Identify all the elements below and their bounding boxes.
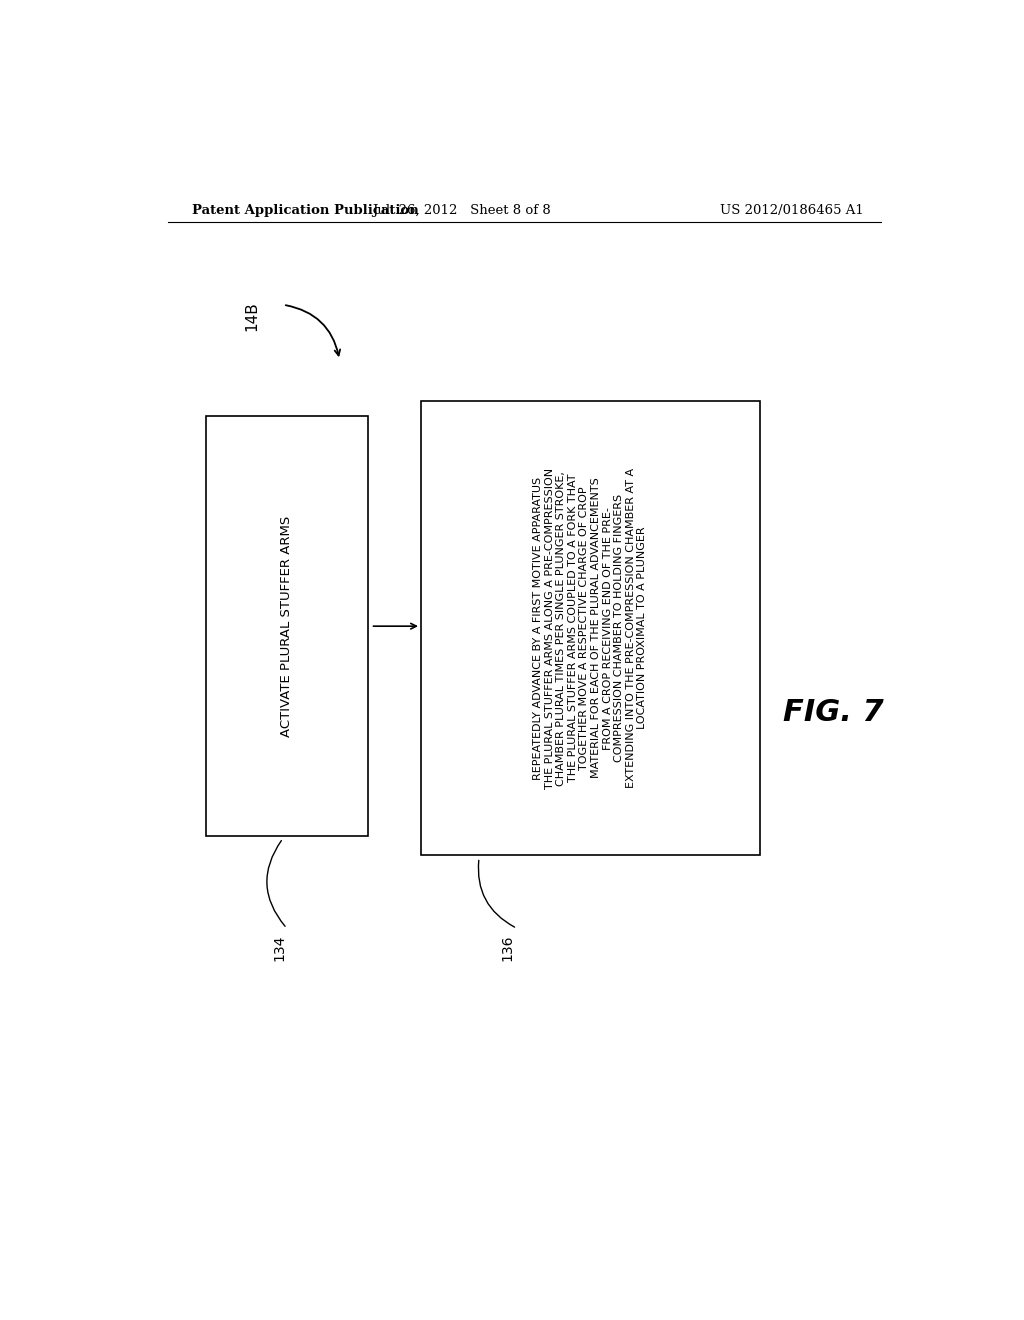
Text: Patent Application Publication: Patent Application Publication xyxy=(191,205,418,218)
Text: FIG. 7: FIG. 7 xyxy=(783,698,884,727)
Text: ACTIVATE PLURAL STUFFER ARMS: ACTIVATE PLURAL STUFFER ARMS xyxy=(281,516,293,737)
Text: 134: 134 xyxy=(272,935,286,961)
Text: Jul. 26, 2012   Sheet 8 of 8: Jul. 26, 2012 Sheet 8 of 8 xyxy=(372,205,551,218)
Text: US 2012/0186465 A1: US 2012/0186465 A1 xyxy=(721,205,864,218)
Bar xyxy=(421,401,760,855)
Text: 136: 136 xyxy=(501,935,515,961)
Text: 14B: 14B xyxy=(245,301,259,331)
Bar xyxy=(206,416,369,836)
Text: REPEATEDLY ADVANCE BY A FIRST MOTIVE APPARATUS
THE PLURAL STUFFER ARMS ALONG A P: REPEATEDLY ADVANCE BY A FIRST MOTIVE APP… xyxy=(534,467,647,788)
